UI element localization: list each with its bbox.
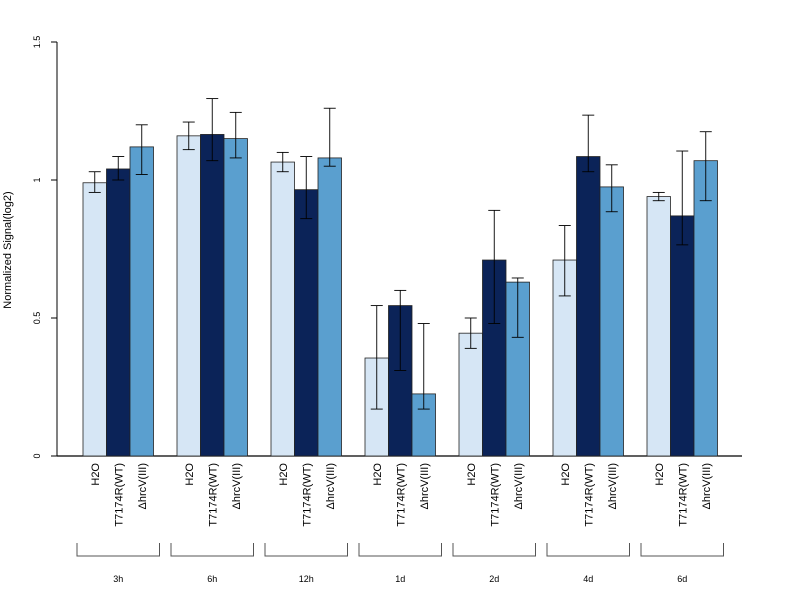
x-tick-label: H2O (654, 463, 666, 486)
x-tick-label: ΔhrcV(III) (325, 463, 337, 509)
group-bracket (76, 543, 160, 557)
y-tick-label: 1 (32, 177, 42, 182)
bar (200, 134, 225, 457)
x-tick-label: H2O (466, 463, 478, 486)
group-bracket (358, 543, 442, 557)
x-tick-label: T7174R(WT) (583, 463, 595, 527)
x-tick-label: H2O (560, 463, 572, 486)
bar (317, 157, 342, 457)
bar (294, 189, 319, 457)
bar (599, 186, 624, 457)
error-bars (88, 98, 712, 410)
x-tick-labels: H2O T7174R(WT) ΔhrcV(III) H2O T7174R(WT) Δhrc… (90, 463, 713, 527)
group-bracket (452, 543, 536, 557)
group-label: 12h (299, 574, 314, 584)
group-label: 6d (677, 574, 687, 584)
y-axis-label: Normalized Signal(log2) (2, 191, 14, 308)
x-tick-label: T7174R(WT) (677, 463, 689, 527)
group-bracket (640, 543, 724, 557)
x-tick-label: H2O (184, 463, 196, 486)
group-bracket (546, 543, 630, 557)
x-tick-label: ΔhrcV(III) (419, 463, 431, 509)
y-axis: 0 0.5 1 1.5 (32, 36, 58, 459)
x-tick-label: T7174R(WT) (301, 463, 313, 527)
bar (646, 196, 671, 457)
x-tick-label: T7174R(WT) (489, 463, 501, 527)
bars (57, 134, 742, 457)
bar (82, 182, 107, 457)
bar (176, 135, 201, 457)
y-tick-label: 1.5 (32, 36, 42, 49)
bar (670, 215, 695, 457)
group-label: 2d (489, 574, 499, 584)
x-tick-label: ΔhrcV(III) (513, 463, 525, 509)
bar (576, 156, 601, 457)
group-bracket (264, 543, 348, 557)
group-label: 1d (395, 574, 405, 584)
y-tick-label: 0 (32, 453, 42, 458)
x-tick-label: ΔhrcV(III) (607, 463, 619, 509)
bar (270, 161, 295, 457)
bar (458, 332, 483, 457)
bar (693, 160, 718, 457)
group-brackets: 3h 6h 12h 1d 2d 4d 6d (76, 543, 724, 584)
group-label: 6h (207, 574, 217, 584)
group-label: 3h (113, 574, 123, 584)
x-tick-label: H2O (278, 463, 290, 486)
x-tick-label: H2O (90, 463, 102, 486)
x-tick-label: T7174R(WT) (395, 463, 407, 527)
x-tick-label: T7174R(WT) (113, 463, 125, 527)
bar (223, 138, 248, 457)
x-tick-label: ΔhrcV(III) (701, 463, 713, 509)
x-tick-label: H2O (372, 463, 384, 486)
x-tick-label: T7174R(WT) (207, 463, 219, 527)
group-bracket (170, 543, 254, 557)
x-tick-label: ΔhrcV(III) (137, 463, 149, 509)
y-tick-label: 0.5 (32, 312, 42, 325)
group-label: 4d (583, 574, 593, 584)
x-tick-label: ΔhrcV(III) (231, 463, 243, 509)
bar (106, 168, 131, 457)
bar (129, 146, 154, 457)
